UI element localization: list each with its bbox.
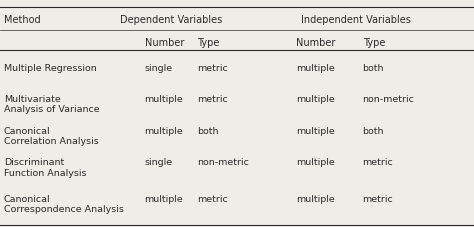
Text: single: single [145,158,173,167]
Text: non-metric: non-metric [363,94,414,103]
Text: Independent Variables: Independent Variables [301,15,410,25]
Text: Number: Number [145,37,184,47]
Text: multiple: multiple [145,94,183,103]
Text: multiple: multiple [145,194,183,203]
Text: Multivariate
Analysis of Variance: Multivariate Analysis of Variance [4,94,100,114]
Text: non-metric: non-metric [197,158,248,167]
Text: Method: Method [4,15,40,25]
Text: multiple: multiple [296,158,335,167]
Text: single: single [145,64,173,72]
Text: both: both [197,126,218,135]
Text: both: both [363,64,384,72]
Text: Canonical
Correlation Analysis: Canonical Correlation Analysis [4,126,99,145]
Text: metric: metric [363,194,393,203]
Text: Multiple Regression: Multiple Regression [4,64,97,72]
Text: multiple: multiple [296,64,335,72]
Text: metric: metric [197,94,228,103]
Text: multiple: multiple [296,94,335,103]
Text: metric: metric [363,158,393,167]
Text: Discriminant
Function Analysis: Discriminant Function Analysis [4,158,86,177]
Text: metric: metric [197,64,228,72]
Text: both: both [363,126,384,135]
Text: multiple: multiple [145,126,183,135]
Text: multiple: multiple [296,126,335,135]
Text: Type: Type [197,37,219,47]
Text: Number: Number [296,37,336,47]
Text: metric: metric [197,194,228,203]
Text: multiple: multiple [296,194,335,203]
Text: Type: Type [363,37,385,47]
Text: Canonical
Correspondence Analysis: Canonical Correspondence Analysis [4,194,124,213]
Text: Dependent Variables: Dependent Variables [119,15,222,25]
